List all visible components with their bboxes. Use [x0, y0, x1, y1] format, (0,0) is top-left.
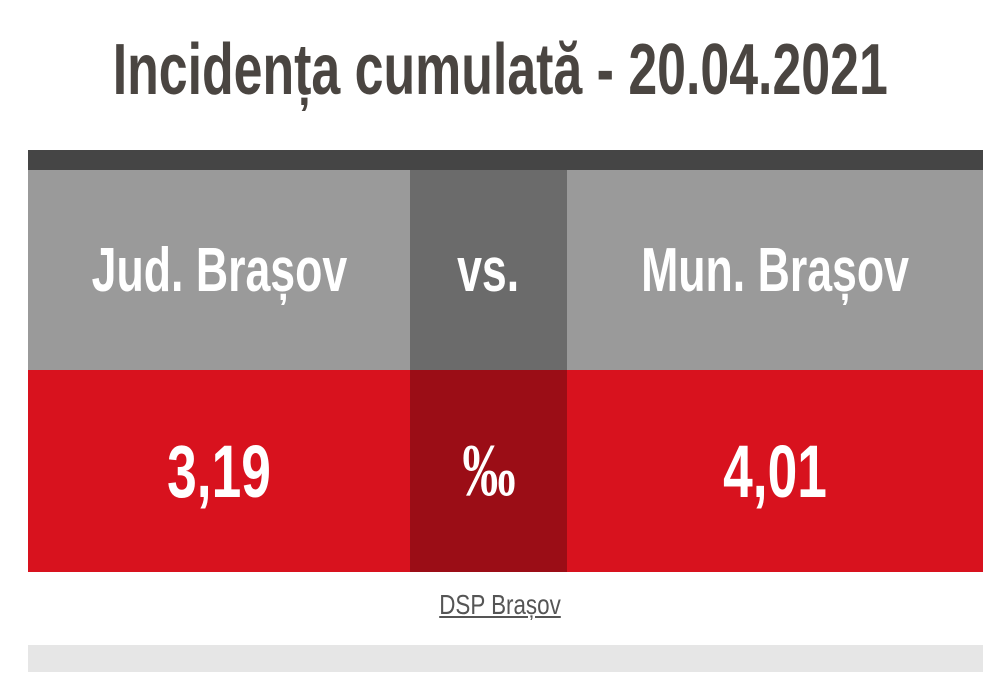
source-box: DSP Brașov: [0, 585, 1000, 625]
middle-header: vs.: [410, 170, 567, 370]
unit: ‰: [461, 429, 516, 512]
unit-cell: ‰: [410, 370, 567, 572]
middle-label: vs.: [457, 235, 520, 305]
title-box: Incidența cumulată - 20.04.2021: [0, 22, 1000, 118]
right-label: Mun. Brașov: [641, 235, 909, 305]
left-value: 3,19: [167, 429, 271, 513]
bottom-bar: [28, 645, 983, 672]
title: Incidența cumulată - 20.04.2021: [112, 30, 888, 110]
right-header: Mun. Brașov: [567, 170, 983, 370]
source-link[interactable]: DSP Brașov: [439, 589, 561, 620]
right-value: 4,01: [723, 429, 827, 513]
left-label: Jud. Brașov: [91, 235, 347, 305]
top-bar: [28, 150, 983, 170]
left-value-cell: 3,19: [28, 370, 410, 572]
left-header: Jud. Brașov: [28, 170, 410, 370]
right-value-cell: 4,01: [567, 370, 983, 572]
